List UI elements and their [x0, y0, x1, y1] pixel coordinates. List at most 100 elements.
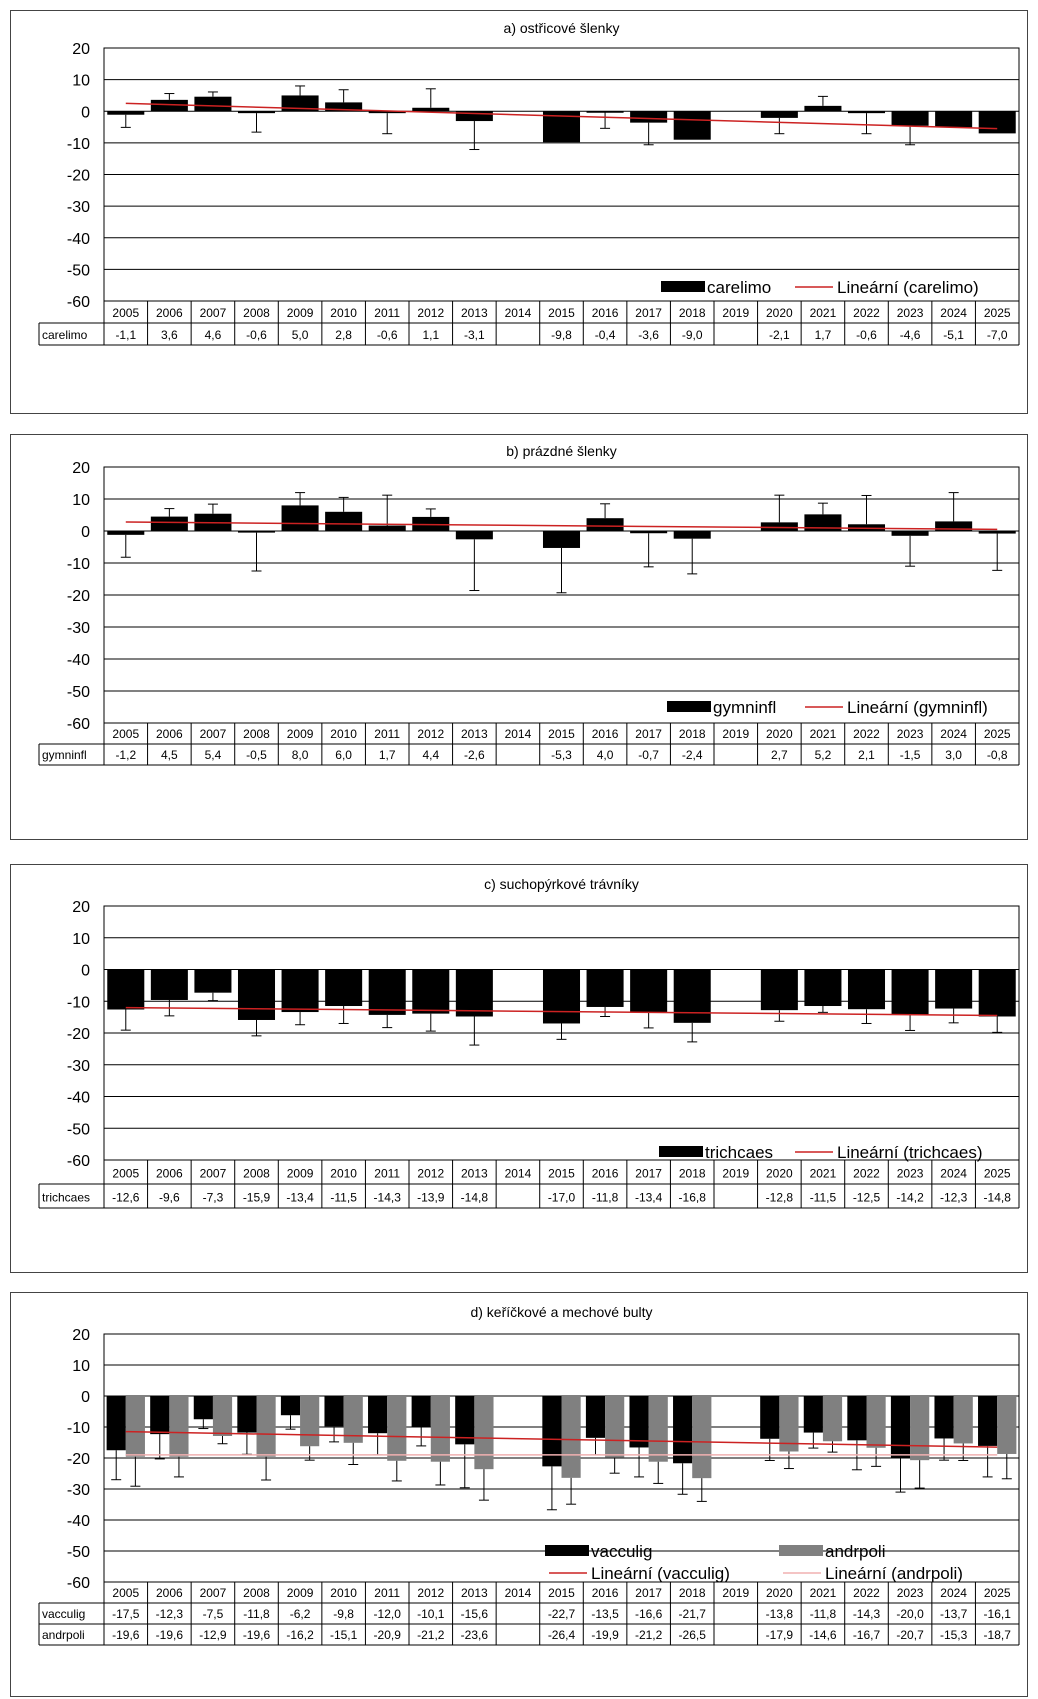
table-value: 5,4 — [205, 748, 222, 762]
bar-andrpoli — [822, 1396, 843, 1442]
y-tick-label: -40 — [67, 231, 90, 248]
table-value: -0,7 — [638, 748, 659, 762]
table-year: 2024 — [940, 727, 967, 741]
chart-d-svg: d) keříčkové a mechové bulty20100-10-20-… — [38, 1304, 1020, 1646]
table-year: 2022 — [853, 727, 880, 741]
table-value: -7,3 — [203, 1190, 224, 1204]
y-tick-label: -20 — [67, 1026, 90, 1043]
y-tick-label: -10 — [67, 1420, 90, 1437]
y-tick-label: -10 — [67, 994, 90, 1011]
y-tick-label: -20 — [67, 168, 90, 185]
table-value: -4,6 — [900, 328, 921, 342]
table-value: -12,9 — [199, 1628, 227, 1642]
y-tick-label: -50 — [67, 262, 90, 279]
bar-carelimo — [412, 107, 450, 112]
bar-gymninfl — [935, 521, 973, 531]
table-year: 2023 — [897, 727, 924, 741]
table-value: -11,8 — [810, 1607, 837, 1621]
table-value: -1,1 — [115, 328, 136, 342]
bar-trichcaes — [325, 969, 363, 1007]
table-year: 2007 — [200, 1586, 227, 1600]
table-year: 2010 — [330, 1166, 357, 1180]
table-value: -17,5 — [112, 1607, 140, 1621]
table-value: -19,6 — [243, 1628, 271, 1642]
table-year: 2019 — [722, 727, 749, 741]
table-year: 2025 — [984, 306, 1011, 320]
y-tick-label: 20 — [72, 1327, 90, 1344]
y-tick-label: 0 — [81, 524, 90, 541]
y-tick-label: -20 — [67, 588, 90, 605]
table-year: 2025 — [984, 727, 1011, 741]
bar-andrpoli — [866, 1396, 886, 1448]
bar-trichcaes — [281, 969, 319, 1013]
table-value: -0,6 — [377, 328, 398, 342]
bar-trichcaes — [630, 969, 668, 1013]
table-value: -12,3 — [940, 1190, 968, 1204]
table-value: -13,9 — [417, 1190, 445, 1204]
bar-carelimo — [847, 111, 886, 114]
bar-trichcaes — [107, 969, 145, 1010]
table-value: 1,7 — [379, 748, 396, 762]
table-value: -26,4 — [548, 1628, 576, 1642]
table-year: 2008 — [243, 1586, 270, 1600]
table-value: 2,1 — [858, 748, 875, 762]
y-tick-label: 10 — [72, 1358, 90, 1375]
bar-carelimo — [194, 96, 232, 112]
bar-vacculig — [585, 1396, 606, 1438]
table-series-name: trichcaes — [42, 1190, 90, 1204]
chart-a-svg: a) ostřicové šlenky20100-10-20-30-40-50-… — [38, 20, 1020, 346]
table-year: 2009 — [287, 306, 314, 320]
table-value: -10,1 — [417, 1607, 445, 1621]
table-value: 2,8 — [335, 328, 352, 342]
table-value: -23,6 — [461, 1628, 489, 1642]
bar-carelimo — [150, 99, 188, 112]
bar-vacculig — [934, 1396, 954, 1439]
table-value: -17,9 — [766, 1628, 794, 1642]
bar-vacculig — [324, 1396, 344, 1427]
bar-trichcaes — [542, 969, 581, 1024]
bar-carelimo — [107, 111, 145, 115]
table-value: -11,8 — [592, 1190, 619, 1204]
table-year: 2017 — [635, 306, 662, 320]
trend-line — [125, 1430, 998, 1448]
table-value: -9,6 — [159, 1190, 180, 1204]
bar-carelimo — [237, 111, 276, 114]
trend-line — [125, 102, 998, 130]
table-value: 2,7 — [771, 748, 788, 762]
table-value: -14,8 — [984, 1190, 1012, 1204]
table-year: 2019 — [722, 1586, 749, 1600]
bar-gymninfl — [804, 514, 842, 531]
table-year: 2007 — [200, 727, 227, 741]
table-year: 2019 — [722, 306, 749, 320]
table-value: -20,7 — [896, 1628, 924, 1642]
table-year: 2010 — [330, 306, 357, 320]
bar-trichcaes — [891, 969, 929, 1015]
y-tick-label: -50 — [67, 684, 90, 701]
table-value: -22,7 — [548, 1607, 576, 1621]
table-year: 2020 — [766, 1166, 793, 1180]
table-year: 2013 — [461, 1166, 488, 1180]
y-tick-label: -30 — [67, 199, 90, 216]
table-year: 2022 — [853, 306, 880, 320]
table-value: -14,3 — [374, 1190, 402, 1204]
table-value: -21,7 — [679, 1607, 707, 1621]
table-year: 2017 — [635, 727, 662, 741]
table-year: 2012 — [417, 306, 444, 320]
table-value: -19,6 — [112, 1628, 140, 1642]
table-value: -5,1 — [943, 328, 964, 342]
legend-label: Lineární (trichcaes) — [837, 1143, 983, 1162]
chart-panel-d: d) keříčkové a mechové bulty 20 10 0 -10 -20-… — [10, 1292, 1028, 1697]
bar-andrpoli — [212, 1396, 233, 1436]
bar-gymninfl — [237, 531, 276, 533]
bar-carelimo — [368, 111, 406, 114]
bar-vacculig — [280, 1396, 301, 1416]
table-value: -16,6 — [635, 1607, 663, 1621]
y-tick-label: 20 — [72, 899, 90, 916]
table-value: -16,7 — [853, 1628, 881, 1642]
table-value: 6,0 — [335, 748, 352, 762]
bar-andrpoli — [300, 1396, 320, 1447]
table-series-name: andrpoli — [42, 1628, 85, 1642]
table-year: 2011 — [374, 1586, 400, 1600]
y-tick-label: -60 — [67, 1153, 90, 1170]
table-year: 2015 — [548, 727, 575, 741]
